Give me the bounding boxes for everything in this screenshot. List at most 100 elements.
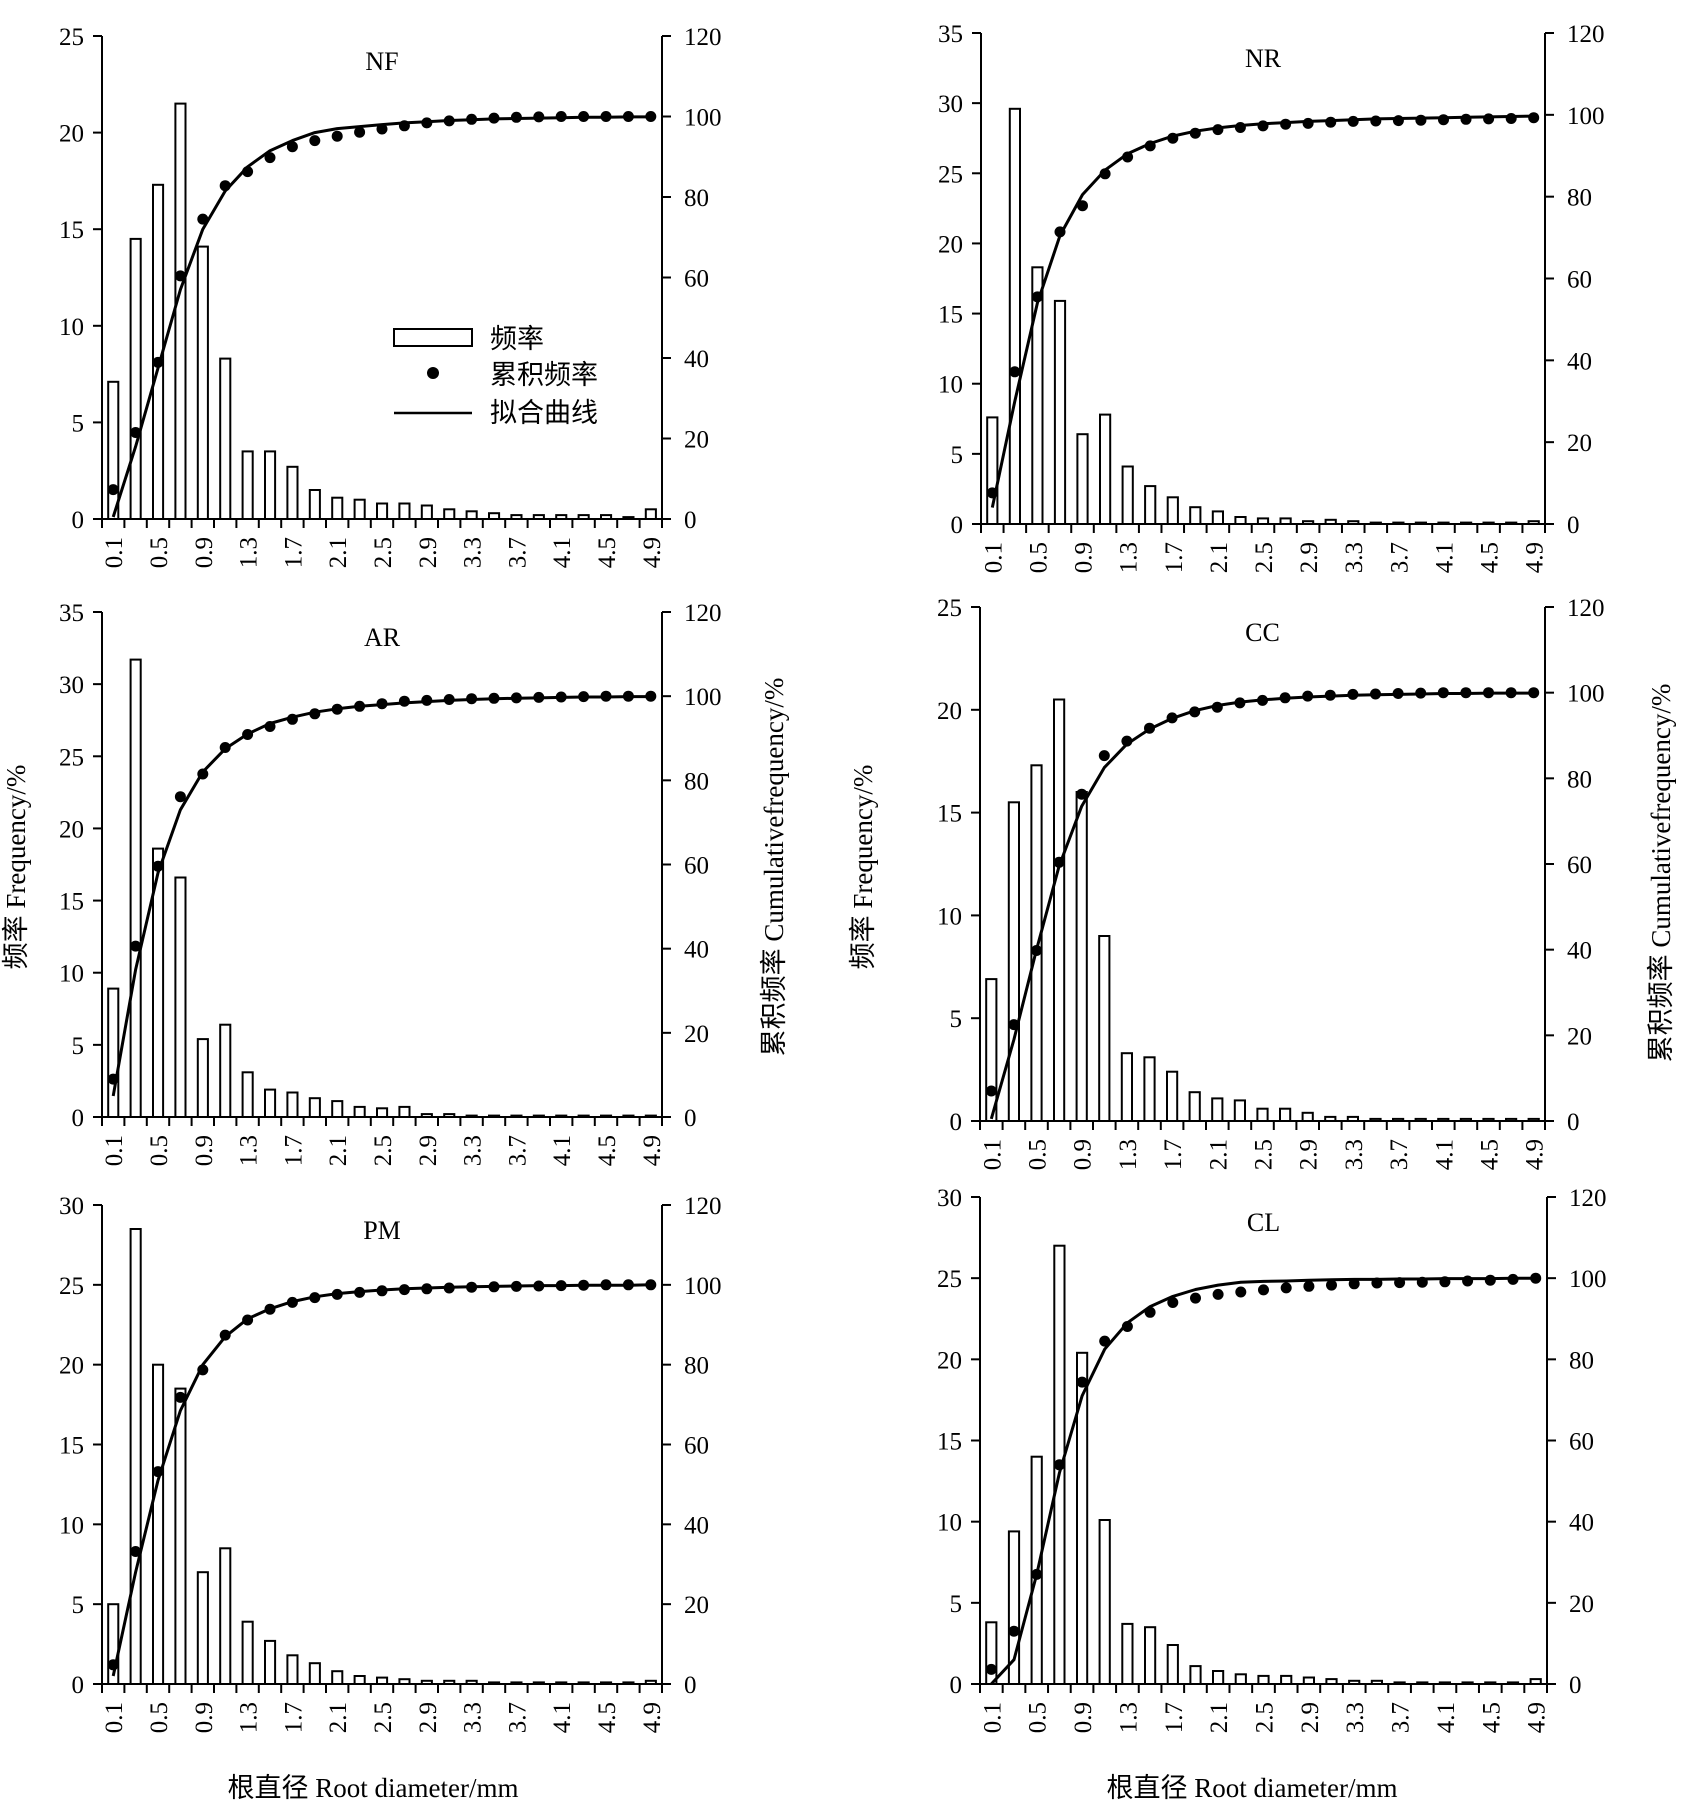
- left-y-tick-label: 20: [59, 1353, 84, 1380]
- x-tick-label: 0.5: [146, 537, 173, 568]
- left-y-tick-label: 5: [950, 1591, 963, 1618]
- x-tick-label: 0.9: [191, 1702, 218, 1733]
- cumulative-point: [1370, 688, 1381, 700]
- right-y-axis-title-right-column: 累积频率 Cumulativefrequency/%: [1646, 684, 1676, 1063]
- cumulative-point: [1009, 366, 1021, 378]
- x-tick-label: 4.1: [1432, 542, 1459, 573]
- x-tick-label: 0.5: [1025, 1702, 1052, 1733]
- right-y-tick-label: 0: [1567, 512, 1580, 539]
- right-y-tick-label: 120: [1569, 1185, 1607, 1212]
- x-tick-label: 2.9: [1296, 542, 1323, 573]
- cumulative-point: [1054, 226, 1066, 238]
- frequency-bar: [1120, 1052, 1134, 1122]
- left-y-tick-label: 30: [59, 672, 84, 699]
- cumulative-point: [1121, 735, 1133, 747]
- x-tick-label: 4.9: [1522, 542, 1549, 573]
- cumulative-point: [242, 166, 254, 178]
- cumulative-point: [1302, 117, 1314, 129]
- x-tick-label: 0.1: [980, 542, 1007, 573]
- x-tick-label: 4.9: [1522, 1139, 1549, 1170]
- right-y-tick-label: 0: [684, 1672, 697, 1699]
- right-y-tick-label: 100: [1567, 103, 1605, 130]
- left-y-tick-label: 20: [938, 231, 963, 258]
- cumulative-point: [1167, 1297, 1179, 1308]
- cumulative-point: [1303, 1280, 1315, 1292]
- cumulative-point: [197, 1364, 209, 1376]
- right-y-tick-label: 60: [684, 853, 709, 880]
- frequency-bar: [1030, 764, 1043, 1122]
- cumulative-point: [1031, 291, 1043, 303]
- cumulative-point: [1189, 127, 1201, 139]
- left-y-tick-label: 0: [950, 1672, 963, 1699]
- frequency-bar: [1008, 107, 1021, 526]
- cumulative-point: [174, 791, 186, 803]
- frequency-bar: [264, 450, 277, 520]
- panel-title: PM: [363, 1216, 401, 1245]
- frequency-bar: [1121, 1622, 1134, 1686]
- cumulative-point: [1370, 115, 1382, 127]
- x-tick-label: 4.1: [549, 537, 576, 568]
- cumulative-point: [1122, 151, 1134, 163]
- cumulative-point: [1234, 697, 1246, 709]
- right-y-tick-label: 60: [684, 266, 709, 293]
- cumulative-point: [197, 213, 209, 225]
- cumulative-point: [421, 117, 433, 129]
- legend-label-cumulative: 累积频率: [490, 360, 598, 390]
- x-tick-label: 4.5: [1478, 1702, 1505, 1733]
- cumulative-point: [443, 694, 455, 705]
- x-tick-label: 4.9: [639, 537, 666, 568]
- left-y-tick-label: 10: [938, 372, 963, 399]
- frequency-bar: [241, 1071, 254, 1119]
- x-tick-label: 2.9: [415, 537, 442, 568]
- x-tick-label: 2.9: [1297, 1702, 1324, 1733]
- cumulative-point: [443, 115, 455, 127]
- x-tick-label: 3.7: [504, 1135, 531, 1166]
- cumulative-point: [1326, 1279, 1337, 1291]
- cumulative-point: [578, 111, 590, 122]
- right-y-tick-label: 60: [1569, 1429, 1594, 1456]
- cumulative-point: [985, 1085, 997, 1097]
- cumulative-point: [1528, 112, 1540, 124]
- right-y-tick-label: 80: [1567, 766, 1592, 793]
- x-tick-label: 4.5: [594, 1702, 621, 1733]
- left-y-tick-label: 20: [59, 816, 84, 843]
- frequency-bar: [353, 1675, 366, 1685]
- chart-panel-nf: 0 5 10 15 20 25 0 20 40 60 80 100 120 0.1 0.5 0.9 1.3 1.7…: [59, 24, 722, 568]
- cumulative-point: [533, 1280, 545, 1292]
- x-tick-label: 0.5: [146, 1135, 173, 1166]
- cumulative-point: [331, 130, 343, 142]
- frequency-bar: [129, 658, 142, 1118]
- x-tick-label: 4.9: [639, 1702, 666, 1733]
- left-y-tick-label: 30: [937, 1185, 962, 1212]
- frequency-bar: [264, 1639, 277, 1686]
- cumulative-point: [1053, 1459, 1065, 1471]
- left-y-tick-label: 15: [59, 889, 84, 916]
- frequency-bar: [129, 237, 142, 520]
- frequency-bar: [331, 1670, 344, 1685]
- chart-panel-pm: 0 5 10 15 20 25 30 0 20 40 60 80 100 120 0.1 0.5 0.9 1.3 1…: [59, 1193, 722, 1733]
- right-y-tick-label: 0: [1569, 1672, 1582, 1699]
- right-y-axis-title-left-column: 累积频率 Cumulativefrequency/%: [759, 678, 789, 1057]
- cumulative-point: [622, 690, 634, 702]
- left-y-tick-label: 20: [937, 698, 962, 725]
- frequency-bar: [465, 510, 478, 520]
- x-tick-label: 3.7: [504, 537, 531, 568]
- cumulative-point: [510, 692, 522, 704]
- cumulative-point: [264, 1303, 276, 1315]
- cumulative-point: [645, 1279, 657, 1291]
- frequency-bar: [174, 876, 187, 1118]
- cumulative-point: [555, 1280, 567, 1292]
- right-y-tick-label: 120: [684, 24, 722, 51]
- cumulative-point: [1053, 856, 1065, 868]
- frequency-bar: [1188, 1091, 1201, 1122]
- cumulative-point: [219, 180, 231, 192]
- x-tick-label: 4.5: [594, 1135, 621, 1166]
- cumulative-point: [622, 111, 634, 122]
- left-y-tick-label: 10: [59, 1512, 84, 1539]
- left-y-tick-label: 20: [937, 1347, 962, 1374]
- right-y-tick-label: 40: [684, 1512, 709, 1539]
- frequency-bar: [353, 498, 366, 521]
- cumulative-point: [130, 940, 142, 952]
- cumulative-point: [600, 111, 612, 122]
- cumulative-point: [488, 692, 500, 704]
